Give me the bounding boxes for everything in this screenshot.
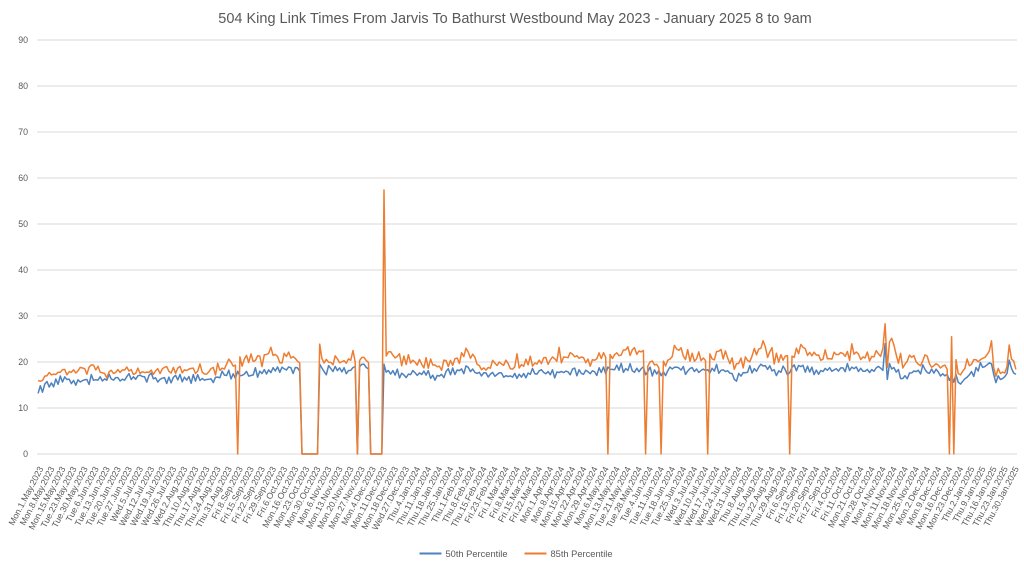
svg-text:85th Percentile: 85th Percentile	[551, 549, 613, 559]
svg-text:70: 70	[18, 127, 28, 137]
svg-text:60: 60	[18, 173, 28, 183]
svg-text:90: 90	[18, 35, 28, 45]
svg-text:50: 50	[18, 219, 28, 229]
svg-text:10: 10	[18, 403, 28, 413]
svg-text:20: 20	[18, 357, 28, 367]
svg-text:50th Percentile: 50th Percentile	[446, 549, 508, 559]
svg-text:30: 30	[18, 311, 28, 321]
svg-text:80: 80	[18, 81, 28, 91]
svg-text:0: 0	[23, 449, 28, 459]
svg-text:40: 40	[18, 265, 28, 275]
svg-text:504 King Link Times From Jarvi: 504 King Link Times From Jarvis To Bathu…	[218, 11, 811, 27]
